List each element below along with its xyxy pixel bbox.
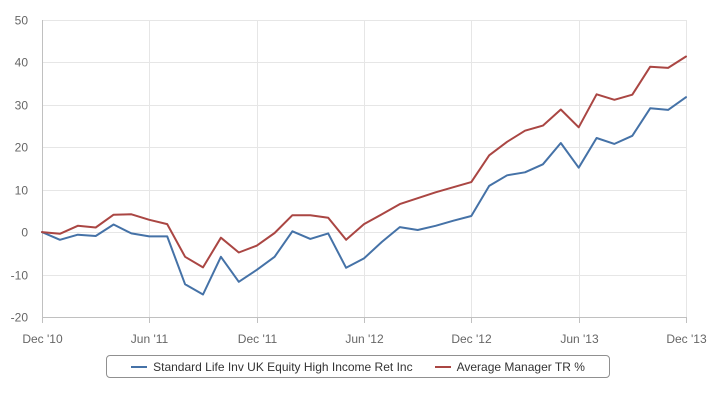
x-tick-label: Jun '13 [560,332,599,346]
legend-item-series-1[interactable]: Standard Life Inv UK Equity High Income … [131,359,413,374]
y-tick-label: 40 [15,56,29,70]
line-chart: -20 -10 0 10 20 30 40 50 Dec '10 Jun '11 Dec '11 Ju… [11,14,707,347]
legend-label-series-1: Standard Life Inv UK Equity High Income … [153,359,413,374]
legend: Standard Life Inv UK Equity High Income … [106,355,610,378]
y-tick-label: -10 [11,269,29,283]
x-tick-label: Jun '11 [131,332,169,346]
axis-layer: -20 -10 0 10 20 30 40 50 Dec '10 Jun '11 Dec '11 Ju… [11,14,707,347]
x-tick-label: Dec '12 [451,332,492,346]
y-tick-label: 0 [21,226,28,240]
x-tick-label: Dec '10 [22,332,63,346]
y-tick-label: 50 [15,14,29,28]
grid-layer [42,20,687,318]
series-line-2[interactable] [41,55,687,269]
legend-swatch-series-2 [434,365,451,368]
legend-item-series-2[interactable]: Average Manager TR % [434,359,585,374]
legend-label-series-2: Average Manager TR % [456,359,585,374]
y-tick-label: 10 [15,184,29,198]
x-tick-label: Dec '11 [238,332,278,346]
y-tick-label: 20 [15,141,29,155]
legend-swatch-series-1 [131,365,148,368]
x-tick-label: Jun '12 [345,332,384,346]
y-tick-label: 30 [15,99,29,113]
x-tick-label: Dec '13 [666,332,707,346]
series-line-1[interactable] [41,96,687,296]
y-tick-label: -20 [11,311,29,325]
series-layer [41,55,687,296]
